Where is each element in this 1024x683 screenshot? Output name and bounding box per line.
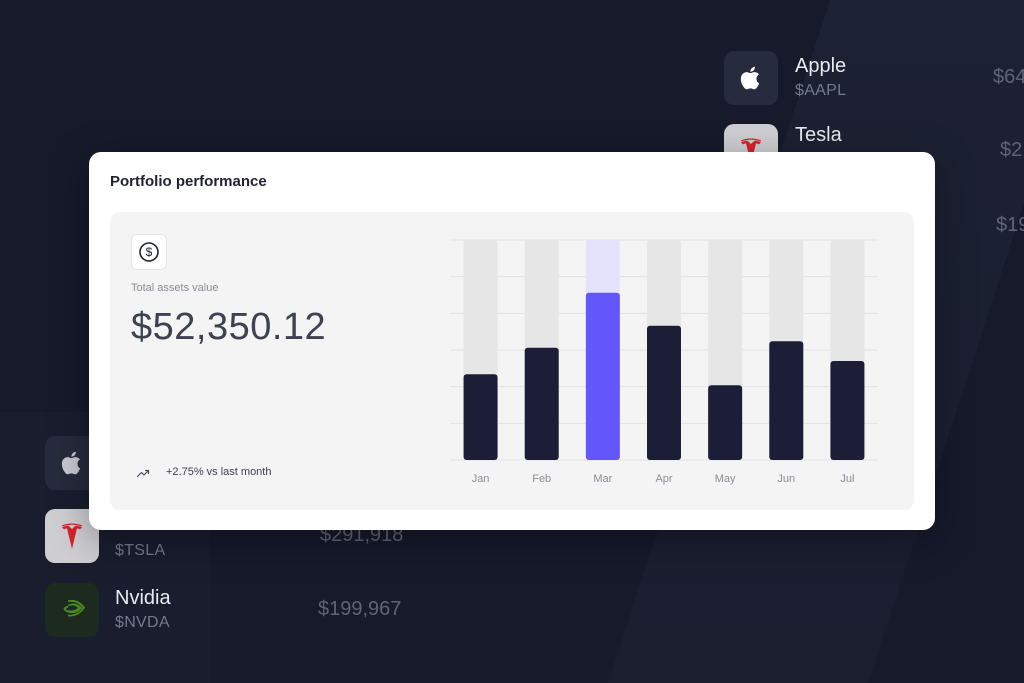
- stock-ticker: $AAPL: [795, 82, 847, 99]
- stock-price: $19: [996, 214, 1024, 236]
- bar-jun[interactable]: [769, 341, 804, 460]
- bar-mar[interactable]: [585, 292, 620, 460]
- portfolio-performance-card: Portfolio performance $ Total assets val…: [89, 152, 935, 530]
- card-title: Portfolio performance: [110, 173, 267, 190]
- x-tick-label: Apr: [655, 473, 672, 485]
- stock-price: $64: [993, 66, 1024, 88]
- stock-row-apple[interactable]: Apple $AAPL: [724, 51, 846, 105]
- card-body: $ Total assets value $52,350.12 +2.75% v…: [110, 212, 914, 510]
- monthly-bar-chart: Jan Feb Mar Apr May Jun Jul: [450, 232, 890, 492]
- assets-label: Total assets value: [131, 282, 219, 294]
- apple-logo-icon: [724, 51, 778, 105]
- stock-ticker: $NVDA: [115, 614, 170, 631]
- assets-value: $52,350.12: [131, 306, 327, 348]
- x-tick-label: Jul: [840, 473, 854, 485]
- nvidia-logo-icon: [45, 583, 99, 637]
- trend-text: +2.75% vs last month: [166, 466, 272, 478]
- stock-ticker: $TSLA: [115, 542, 166, 559]
- svg-text:$: $: [146, 245, 153, 259]
- chart-svg: Jan Feb Mar Apr May Jun Jul: [450, 239, 878, 485]
- x-tick-label: Mar: [593, 473, 612, 485]
- stock-name: Apple: [795, 55, 847, 77]
- dollar-circle-icon: $: [131, 234, 167, 270]
- bar-jul[interactable]: [830, 361, 865, 460]
- x-tick-label: Jan: [472, 473, 490, 485]
- stock-name: Nvidia: [115, 587, 171, 609]
- stock-price: $2: [1000, 139, 1023, 161]
- stock-row-nvidia[interactable]: Nvidia $NVDA: [45, 583, 171, 637]
- trend-up-icon: [136, 469, 150, 478]
- x-tick-label: Jun: [777, 473, 795, 485]
- stock-name: Tesla: [795, 124, 842, 146]
- bar-apr[interactable]: [647, 325, 681, 460]
- bar-feb[interactable]: [524, 347, 559, 460]
- bar-jan[interactable]: [463, 374, 498, 460]
- stock-price: $199,967: [318, 598, 402, 620]
- bar-may[interactable]: [708, 385, 743, 460]
- x-tick-label: Feb: [532, 473, 551, 485]
- x-tick-label: May: [715, 473, 736, 485]
